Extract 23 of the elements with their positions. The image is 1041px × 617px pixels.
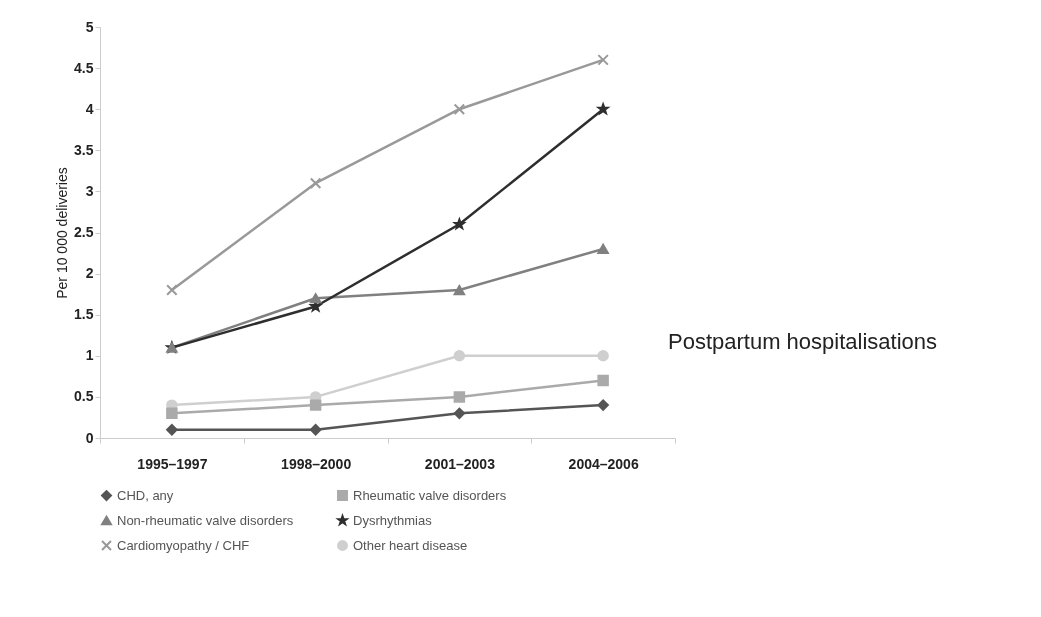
- x-tick-label: 1995–1997: [137, 455, 208, 472]
- y-tick-label: 2: [85, 265, 94, 282]
- y-tick-label: 1: [85, 347, 94, 364]
- y-tick-label: 1.5: [74, 306, 94, 323]
- x-tick-label: 1998–2000: [281, 455, 352, 472]
- y-tick-label: 0: [85, 429, 94, 446]
- legend-label: Dysrhythmias: [353, 512, 433, 528]
- y-tick-label: 5: [85, 18, 94, 35]
- annotation: Postpartum hospitalisations: [668, 329, 938, 355]
- y-tick-label: 2.5: [74, 224, 94, 240]
- y-tick-label: 0.5: [74, 388, 94, 405]
- legend-label: Non-rheumatic valve disorders: [117, 512, 294, 528]
- legend-label: Cardiomyopathy / CHF: [117, 537, 250, 553]
- y-tick-label: 4.5: [74, 59, 94, 76]
- y-axis-title: Per 10 000 deliveries: [54, 167, 71, 299]
- legend-label: Rheumatic valve disorders: [353, 487, 507, 503]
- y-tick-label: 3: [85, 182, 94, 199]
- legend-label: Other heart disease: [353, 537, 468, 553]
- x-tick-label: 2004–2006: [568, 455, 639, 472]
- legend-label: CHD, any: [117, 487, 174, 503]
- y-tick-label: 4: [85, 100, 94, 117]
- x-tick-label: 2001–2003: [424, 455, 496, 472]
- y-tick-label: 3.5: [74, 141, 94, 158]
